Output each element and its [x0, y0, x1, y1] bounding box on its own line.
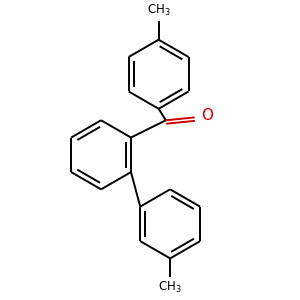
- Text: CH$_3$: CH$_3$: [158, 280, 182, 295]
- Text: O: O: [201, 109, 213, 124]
- Text: CH$_3$: CH$_3$: [147, 3, 170, 18]
